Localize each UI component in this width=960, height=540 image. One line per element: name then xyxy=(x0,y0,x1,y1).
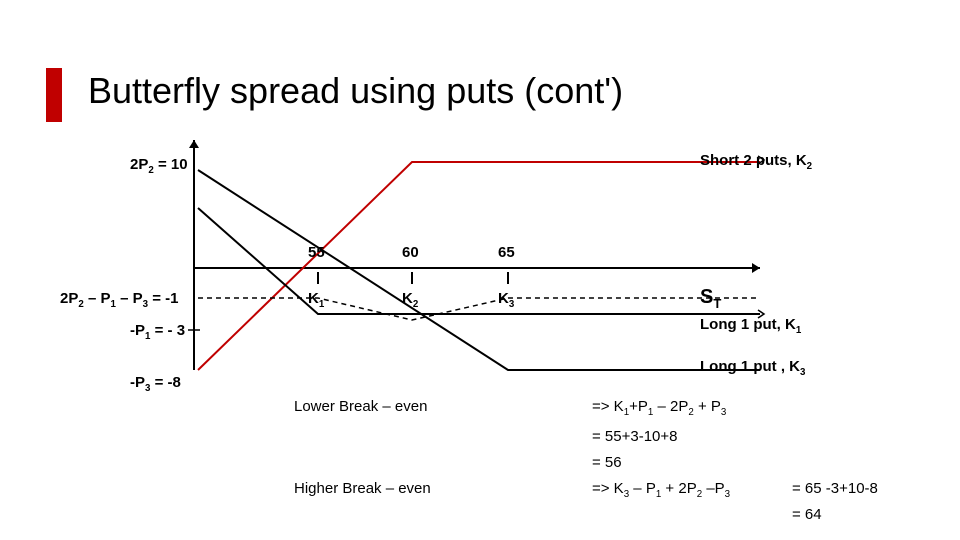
legend-long-put-k1: Long 1 put, K1 xyxy=(700,316,801,336)
combined-payoff-line xyxy=(198,298,760,320)
axis-label-st: ST xyxy=(700,286,721,311)
axis-label-55: 55 xyxy=(308,244,325,261)
label-neg-p1: -P1 = - 3 xyxy=(130,322,185,342)
lower-breakeven-formula: => K1+P1 – 2P2 + P3 xyxy=(592,398,726,418)
lower-breakeven-label: Lower Break – even xyxy=(294,398,427,415)
lower-breakeven-calc: = 55+3-10+8 xyxy=(592,428,678,445)
higher-breakeven-calc: = 65 -3+10-8 xyxy=(792,480,878,497)
payoff-chart xyxy=(0,0,960,540)
label-2p2-10: 2P2 = 10 xyxy=(130,156,188,176)
axis-label-60: 60 xyxy=(402,244,419,261)
short-2-puts-line xyxy=(198,162,760,370)
x-axis-arrow xyxy=(752,263,760,273)
y-axis-arrow xyxy=(189,140,199,148)
higher-breakeven-answer: = 64 xyxy=(792,506,822,523)
strike-label-k1: K1 xyxy=(308,290,324,310)
higher-breakeven-formula: => K3 – P1 + 2P2 –P3 xyxy=(592,480,730,500)
axis-label-65: 65 xyxy=(498,244,515,261)
higher-breakeven-label: Higher Break – even xyxy=(294,480,431,497)
long-put-k3-line xyxy=(198,170,760,370)
legend-short-2-puts: Short 2 puts, K2 xyxy=(700,152,812,172)
label-neg-p3: -P3 = -8 xyxy=(130,374,181,394)
strike-label-k2: K2 xyxy=(402,290,418,310)
legend-long-put-k3: Long 1 put , K3 xyxy=(700,358,805,378)
label-combo-net: 2P2 – P1 – P3 = -1 xyxy=(60,290,178,310)
strike-label-k3: K3 xyxy=(498,290,514,310)
lower-breakeven-answer: = 56 xyxy=(592,454,622,471)
